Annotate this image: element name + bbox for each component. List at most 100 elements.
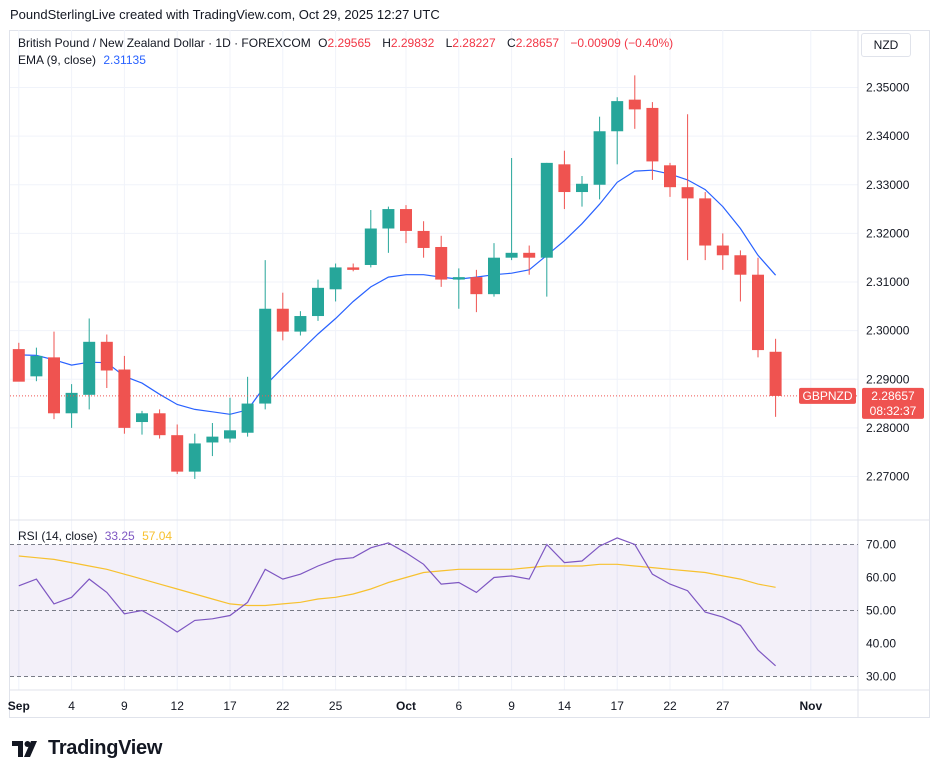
candle[interactable] (664, 162, 676, 197)
low-label: L (445, 36, 453, 50)
candle[interactable] (558, 150, 571, 210)
candle-body (523, 252, 536, 258)
candle[interactable] (171, 424, 184, 475)
candle-body (118, 369, 131, 428)
candle[interactable] (100, 334, 113, 389)
candle-body (646, 107, 659, 162)
ema-legend: EMA (9, close) 2.31135 (18, 53, 150, 67)
candle[interactable] (30, 347, 43, 382)
price-tick-label: 2.30000 (866, 324, 910, 338)
candle-body (734, 255, 747, 275)
candle[interactable] (716, 233, 729, 270)
candle[interactable] (65, 384, 78, 428)
candle-body (136, 413, 148, 423)
attribution-text: PoundSterlingLive created with TradingVi… (10, 7, 440, 22)
candle[interactable] (259, 260, 272, 410)
candle[interactable] (523, 245, 536, 275)
candle[interactable] (118, 355, 131, 434)
candle[interactable] (752, 257, 764, 358)
price-legend: British Pound / New Zealand Dollar · 1D … (18, 36, 677, 50)
open-value: 2.29565 (327, 36, 371, 50)
candle[interactable] (400, 205, 412, 244)
candle[interactable] (206, 423, 219, 457)
candle[interactable] (646, 102, 659, 180)
symbol-title[interactable]: British Pound / New Zealand Dollar · 1D … (18, 36, 311, 50)
candle-body (716, 245, 729, 256)
high-label: H (382, 36, 391, 50)
rsi-tick-label: 40.00 (866, 637, 896, 651)
candle-body (153, 413, 166, 436)
candle[interactable] (276, 292, 289, 341)
ema-line (18, 169, 777, 415)
candle-body (699, 198, 712, 246)
candle[interactable] (488, 243, 500, 297)
candle[interactable] (734, 250, 747, 302)
price-tag-bg (862, 387, 924, 419)
candle[interactable] (505, 158, 518, 261)
candle[interactable] (224, 397, 236, 443)
candle[interactable] (312, 279, 324, 321)
price-tick-label: 2.28000 (866, 421, 910, 435)
rsi-tick-label: 30.00 (866, 670, 896, 684)
candle[interactable] (576, 175, 588, 207)
candle-body (417, 230, 430, 248)
tradingview-logo-icon (12, 740, 37, 757)
tradingview-logo[interactable]: TradingView (12, 737, 162, 760)
candle[interactable] (769, 338, 782, 417)
time-tick-label: 9 (508, 699, 515, 713)
candle[interactable] (83, 318, 96, 410)
candle[interactable] (435, 235, 448, 287)
candle[interactable] (48, 331, 60, 420)
candle[interactable] (628, 75, 641, 129)
rsi-tick-label: 60.00 (866, 571, 896, 585)
tradingview-wordmark: TradingView (48, 737, 163, 759)
time-tick-label: 4 (68, 699, 75, 713)
price-tick-label: 2.32000 (866, 226, 910, 240)
candle[interactable] (470, 269, 483, 313)
candle[interactable] (12, 342, 25, 382)
candle[interactable] (417, 221, 430, 258)
candle-body (593, 131, 606, 185)
candle[interactable] (611, 97, 624, 165)
ema-label[interactable]: EMA (9, close) (18, 53, 97, 67)
candle[interactable] (347, 263, 360, 272)
price-tick-label: 2.33000 (866, 178, 910, 192)
time-tick-label: Oct (396, 699, 416, 713)
candle[interactable] (188, 433, 201, 479)
candle[interactable] (329, 263, 342, 302)
candle-body (769, 351, 782, 396)
candle[interactable] (681, 114, 694, 261)
candle[interactable] (241, 376, 254, 437)
rsi-line (18, 537, 776, 667)
candle-body (505, 252, 518, 258)
candle[interactable] (540, 162, 553, 297)
candle[interactable] (294, 311, 307, 336)
rsi-legend: RSI (14, close) 33.25 57.04 (18, 529, 176, 543)
candle[interactable] (136, 410, 148, 435)
time-tick-label: 17 (611, 699, 625, 713)
candle-body (65, 392, 78, 414)
candle[interactable] (364, 210, 377, 268)
currency-button[interactable]: NZD (861, 33, 911, 57)
candle-body (48, 357, 60, 414)
candle-body (488, 257, 500, 295)
time-tick-label: 22 (276, 699, 290, 713)
rsi-label[interactable]: RSI (14, close) (18, 529, 98, 543)
candle-body (12, 349, 25, 382)
close-value: 2.28657 (515, 36, 560, 50)
candle-body (400, 209, 412, 231)
candle-body (452, 277, 465, 280)
candle-body (312, 287, 324, 317)
candle[interactable] (593, 116, 606, 200)
rsi-tick-label: 70.00 (866, 538, 896, 552)
close-label: C (507, 36, 516, 50)
time-tick-label: 27 (716, 699, 730, 713)
price-tag-countdown: 08:32:37 (870, 404, 917, 418)
candle[interactable] (382, 206, 395, 253)
candle[interactable] (452, 268, 465, 309)
candle-body (276, 308, 289, 332)
candle[interactable] (153, 409, 166, 439)
candle-body (294, 316, 307, 332)
candle[interactable] (699, 192, 712, 261)
